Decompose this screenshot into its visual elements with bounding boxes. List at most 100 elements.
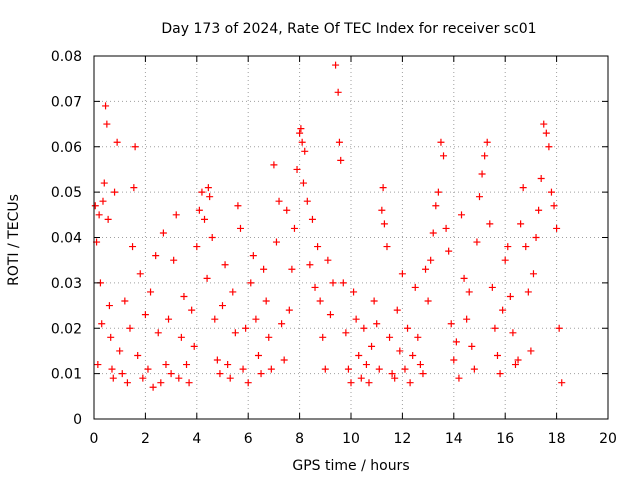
data-point: [319, 333, 327, 341]
data-point: [236, 224, 244, 232]
x-tick-label: 0: [90, 431, 99, 447]
data-point: [460, 274, 468, 282]
x-tick-label: 20: [599, 431, 617, 447]
data-point: [432, 202, 440, 210]
data-point: [162, 361, 170, 369]
x-axis-label: GPS time / hours: [292, 458, 409, 474]
data-point: [272, 238, 280, 246]
data-point: [545, 143, 553, 151]
data-point: [334, 88, 342, 96]
data-point: [290, 224, 298, 232]
data-point: [278, 320, 286, 328]
data-point: [501, 256, 509, 264]
data-point: [335, 138, 343, 146]
data-point: [201, 215, 209, 223]
data-point: [141, 311, 149, 319]
data-point: [470, 365, 478, 373]
data-point: [311, 283, 319, 291]
data-point: [452, 338, 460, 346]
data-point: [396, 347, 404, 355]
data-point: [301, 147, 309, 155]
data-point: [159, 229, 167, 237]
data-point: [357, 374, 365, 382]
data-point: [450, 356, 458, 364]
x-tick-label: 12: [393, 431, 411, 447]
data-point: [130, 184, 138, 192]
data-point: [540, 120, 548, 128]
x-tick-label: 6: [244, 431, 253, 447]
data-point: [555, 324, 563, 332]
data-point: [409, 351, 417, 359]
data-point: [339, 279, 347, 287]
data-point: [188, 306, 196, 314]
y-tick-label: 0.02: [51, 321, 82, 337]
data-point: [522, 243, 530, 251]
y-tick-label: 0.03: [51, 276, 82, 292]
data-point: [257, 370, 265, 378]
x-tick-label: 4: [192, 431, 201, 447]
data-point: [388, 370, 396, 378]
data-point: [308, 215, 316, 223]
y-tick-label: 0.08: [51, 49, 82, 65]
data-point: [275, 197, 283, 205]
data-point: [262, 297, 270, 305]
data-point: [105, 302, 113, 310]
data-point: [206, 193, 214, 201]
data-point: [419, 370, 427, 378]
data-point: [136, 270, 144, 278]
data-point: [355, 351, 363, 359]
data-point: [391, 374, 399, 382]
data-point: [239, 365, 247, 373]
data-point: [247, 279, 255, 287]
data-point: [360, 324, 368, 332]
y-tick-label: 0.06: [51, 140, 82, 156]
data-point: [139, 374, 147, 382]
data-point: [481, 152, 489, 160]
data-point: [537, 175, 545, 183]
data-point: [414, 333, 422, 341]
data-point: [511, 361, 519, 369]
data-point: [198, 188, 206, 196]
data-point: [455, 374, 463, 382]
data-point: [149, 383, 157, 391]
data-point: [440, 152, 448, 160]
data-point: [306, 261, 314, 269]
data-point: [134, 351, 142, 359]
x-tick-label: 10: [342, 431, 360, 447]
data-point: [216, 370, 224, 378]
data-point: [91, 202, 99, 210]
data-point: [104, 215, 112, 223]
data-point: [108, 365, 116, 373]
data-point: [123, 379, 131, 387]
data-point: [509, 329, 517, 337]
data-point: [190, 342, 198, 350]
data-point: [535, 206, 543, 214]
data-point: [329, 279, 337, 287]
data-point: [493, 351, 501, 359]
data-point: [185, 379, 193, 387]
data-point: [249, 252, 257, 260]
data-point: [252, 315, 260, 323]
data-point: [211, 315, 219, 323]
data-point: [486, 220, 494, 228]
data-point: [144, 365, 152, 373]
data-point: [350, 288, 358, 296]
data-point: [95, 211, 103, 219]
data-point: [221, 261, 229, 269]
data-point: [177, 333, 185, 341]
data-point: [103, 120, 111, 128]
chart-title: Day 173 of 2024, Rate Of TEC Index for r…: [161, 21, 536, 37]
data-point: [342, 329, 350, 337]
data-point: [126, 324, 134, 332]
data-point: [180, 292, 188, 300]
data-point: [368, 342, 376, 350]
data-point: [411, 283, 419, 291]
data-point: [496, 370, 504, 378]
data-point: [447, 320, 455, 328]
y-axis-label: ROTI / TECUs: [6, 194, 22, 286]
data-point: [401, 365, 409, 373]
data-point: [167, 370, 175, 378]
data-point: [303, 197, 311, 205]
data-point: [434, 188, 442, 196]
